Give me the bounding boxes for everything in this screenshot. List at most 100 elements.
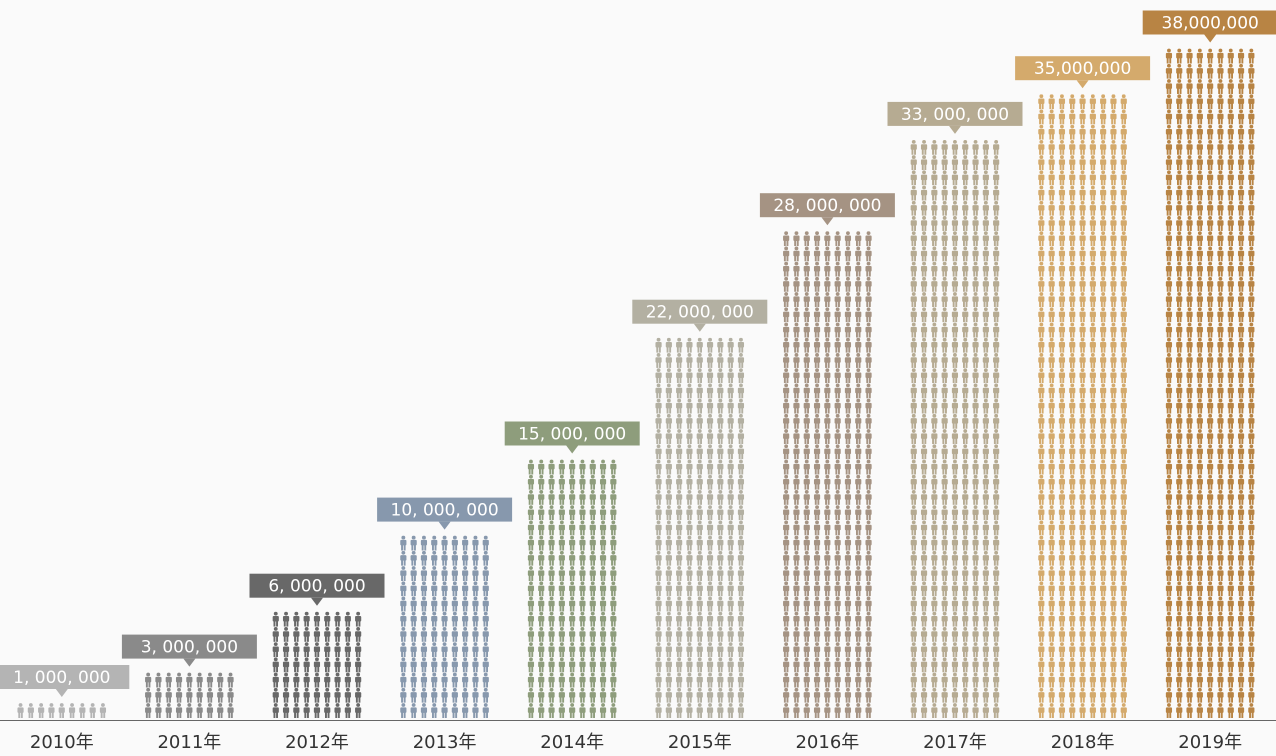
person-icon xyxy=(579,490,586,505)
person-icon xyxy=(1196,337,1203,353)
person-icon xyxy=(1038,246,1045,262)
person-icon xyxy=(865,337,872,353)
person-icon xyxy=(1217,672,1224,688)
person-icon xyxy=(844,444,852,460)
person-icon xyxy=(1069,581,1076,597)
person-icon xyxy=(727,657,734,673)
person-icon xyxy=(579,505,586,521)
person-icon xyxy=(951,596,959,612)
person-icon xyxy=(1227,353,1234,368)
person-icon xyxy=(910,307,917,323)
person-icon xyxy=(355,657,362,673)
person-icon xyxy=(813,535,821,551)
person-icon xyxy=(1120,611,1127,627)
person-icon xyxy=(1120,657,1127,673)
person-icon xyxy=(706,520,714,536)
person-icon xyxy=(1227,185,1234,201)
person-icon xyxy=(931,550,938,566)
person-icon xyxy=(1089,337,1096,353)
person-icon xyxy=(1120,155,1127,171)
person-icon xyxy=(1176,581,1183,597)
person-icon xyxy=(1248,155,1255,171)
person-icon xyxy=(1186,231,1193,247)
person-icon xyxy=(1058,398,1066,414)
person-icon xyxy=(1227,231,1234,247)
person-icon xyxy=(1089,124,1096,140)
person-icon xyxy=(1176,185,1183,201)
person-icon xyxy=(920,261,928,277)
person-icon xyxy=(303,687,310,703)
person-icon xyxy=(844,246,852,262)
person-icon xyxy=(527,490,535,505)
person-icon xyxy=(1207,398,1214,414)
person-icon xyxy=(951,505,959,521)
person-icon xyxy=(982,246,989,262)
person-icon xyxy=(706,581,714,597)
person-icon xyxy=(844,596,852,612)
person-icon xyxy=(962,383,969,399)
person-icon xyxy=(1069,292,1076,308)
person-icon xyxy=(282,626,290,642)
person-icon xyxy=(1079,109,1086,125)
person-icon xyxy=(1110,185,1117,201)
person-icon xyxy=(1100,687,1107,703)
person-icon xyxy=(865,703,872,718)
person-icon xyxy=(1186,672,1193,688)
person-icon xyxy=(1048,703,1055,718)
callout-box xyxy=(504,421,640,446)
person-icon xyxy=(1237,231,1245,247)
person-icon xyxy=(962,353,969,368)
person-icon xyxy=(527,550,535,566)
person-icon xyxy=(1217,642,1224,658)
person-icon xyxy=(993,216,1000,231)
person-icon xyxy=(1110,703,1117,718)
person-icon xyxy=(824,368,831,384)
person-icon xyxy=(1120,444,1127,460)
person-icon xyxy=(1079,413,1086,429)
person-icon xyxy=(558,566,565,582)
person-icon xyxy=(1048,216,1055,231)
person-icon xyxy=(803,337,810,353)
person-icon xyxy=(313,611,321,627)
person-icon xyxy=(1120,200,1127,216)
person-icon xyxy=(834,413,841,429)
person-icon xyxy=(1165,550,1173,566)
person-icon xyxy=(793,353,800,368)
person-icon xyxy=(1069,596,1076,612)
person-icon xyxy=(400,535,407,551)
person-icon xyxy=(783,459,790,475)
person-icon xyxy=(941,292,948,308)
person-icon xyxy=(665,474,672,490)
person-icon xyxy=(855,231,862,247)
person-icon xyxy=(527,459,535,475)
person-icon xyxy=(1165,109,1173,125)
person-icon xyxy=(793,490,800,505)
person-icon xyxy=(1237,596,1245,612)
person-icon xyxy=(931,581,938,597)
person-icon xyxy=(1176,246,1183,262)
person-icon xyxy=(1110,413,1117,429)
person-icon xyxy=(686,413,693,429)
person-icon xyxy=(1248,276,1255,292)
person-icon xyxy=(1048,231,1055,247)
person-icon xyxy=(844,581,852,597)
person-icon xyxy=(931,337,938,353)
person-icon xyxy=(696,611,703,627)
person-icon xyxy=(1196,261,1203,277)
person-icon xyxy=(589,474,596,490)
person-icon xyxy=(993,368,1000,384)
person-icon xyxy=(1079,216,1086,231)
person-icon xyxy=(793,261,800,277)
person-icon xyxy=(793,246,800,262)
person-icon xyxy=(717,596,724,612)
person-icon xyxy=(324,703,331,718)
person-icon xyxy=(951,520,959,536)
person-icon xyxy=(1207,139,1214,155)
person-icon xyxy=(962,581,969,597)
person-icon xyxy=(68,703,76,718)
person-icon xyxy=(1227,626,1234,642)
person-icon xyxy=(1165,155,1173,171)
person-icon xyxy=(548,703,555,718)
person-icon xyxy=(1089,307,1096,323)
person-icon xyxy=(1196,124,1203,140)
